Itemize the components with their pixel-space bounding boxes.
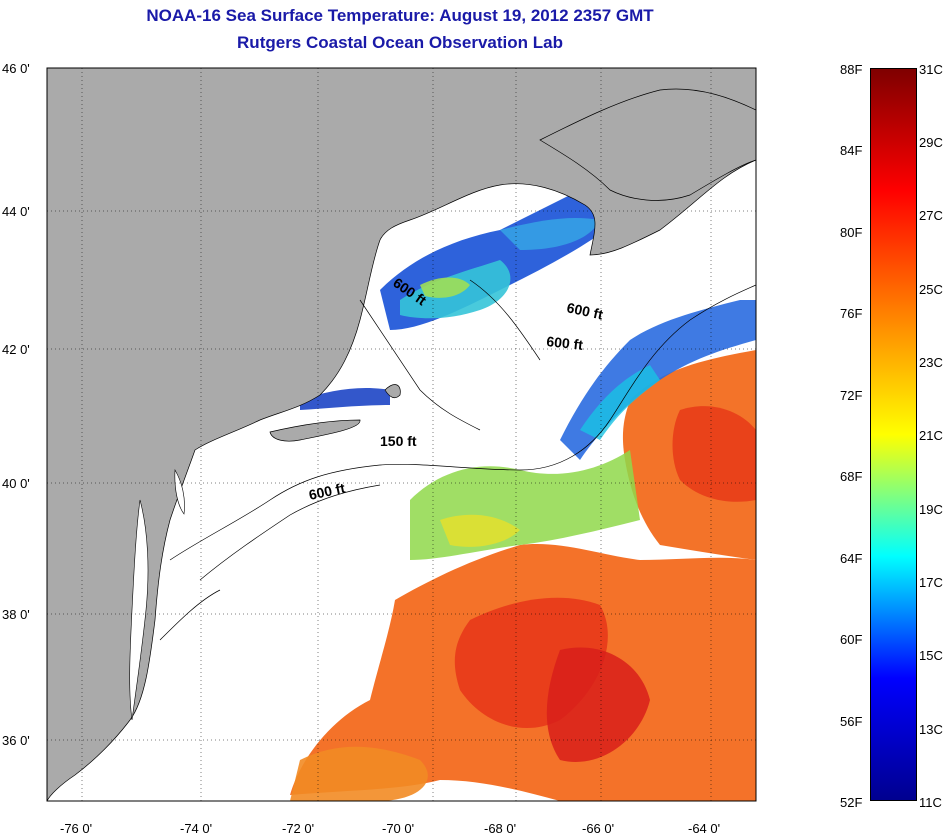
colorbar-label-f: 84F bbox=[840, 143, 863, 158]
contour-label: 150 ft bbox=[380, 433, 417, 449]
map-subtitle: Rutgers Coastal Ocean Observation Lab bbox=[237, 33, 563, 52]
colorbar-label-f: 80F bbox=[840, 225, 863, 240]
lat-label: 36 0' bbox=[2, 733, 30, 748]
lat-label: 44 0' bbox=[2, 204, 30, 219]
colorbar-label-c: 11C bbox=[919, 795, 942, 810]
lat-label: 46 0' bbox=[2, 61, 30, 76]
colorbar-label-c: 21C bbox=[919, 428, 943, 443]
longitude-axis: -76 0' -74 0' -72 0' -70 0' -68 0' -66 0… bbox=[60, 821, 720, 836]
colorbar-label-c: 15C bbox=[919, 648, 943, 663]
lat-label: 40 0' bbox=[2, 476, 30, 491]
colorbar-label-f: 68F bbox=[840, 469, 863, 484]
land bbox=[47, 68, 756, 801]
colorbar-label-c: 25C bbox=[919, 282, 943, 297]
temperature-colorbar bbox=[870, 68, 917, 801]
colorbar-label-c: 27C bbox=[919, 208, 943, 223]
bays bbox=[129, 468, 185, 721]
lon-label: -70 0' bbox=[382, 821, 414, 836]
lon-label: -64 0' bbox=[688, 821, 720, 836]
colorbar-label-c: 29C bbox=[919, 135, 943, 150]
colorbar-label-f: 76F bbox=[840, 306, 863, 321]
contour-label: 600 ft bbox=[546, 333, 584, 353]
colorbar-label-c: 19C bbox=[919, 502, 943, 517]
lat-label: 42 0' bbox=[2, 342, 30, 357]
colorbar-label-f: 72F bbox=[840, 388, 863, 403]
sst-patches bbox=[47, 93, 756, 801]
colorbar-label-f: 60F bbox=[840, 632, 863, 647]
colorbar-label-c: 17C bbox=[919, 575, 943, 590]
contour-label: 600 ft bbox=[307, 480, 346, 503]
colorbar-label-f: 88F bbox=[840, 62, 863, 77]
bathymetry-contours bbox=[159, 279, 756, 641]
colorbar-label-c: 13C bbox=[919, 722, 943, 737]
colorbar-label-f: 64F bbox=[840, 551, 863, 566]
lon-label: -74 0' bbox=[180, 821, 212, 836]
lon-label: -66 0' bbox=[582, 821, 614, 836]
latitude-axis: 46 0' 44 0' 42 0' 40 0' 38 0' 36 0' bbox=[2, 61, 30, 748]
colorbar-label-f: 52F bbox=[840, 795, 863, 810]
colorbar-label-c: 23C bbox=[919, 355, 943, 370]
lon-label: -72 0' bbox=[282, 821, 314, 836]
lon-label: -76 0' bbox=[60, 821, 92, 836]
colorbar-label-f: 56F bbox=[840, 714, 863, 729]
contour-label: 600 ft bbox=[565, 299, 604, 322]
colorbar-label-c: 31C bbox=[919, 62, 943, 77]
lon-label: -68 0' bbox=[484, 821, 516, 836]
map-title: NOAA-16 Sea Surface Temperature: August … bbox=[146, 6, 654, 25]
map-frame bbox=[46, 67, 757, 802]
lat-label: 38 0' bbox=[2, 607, 30, 622]
